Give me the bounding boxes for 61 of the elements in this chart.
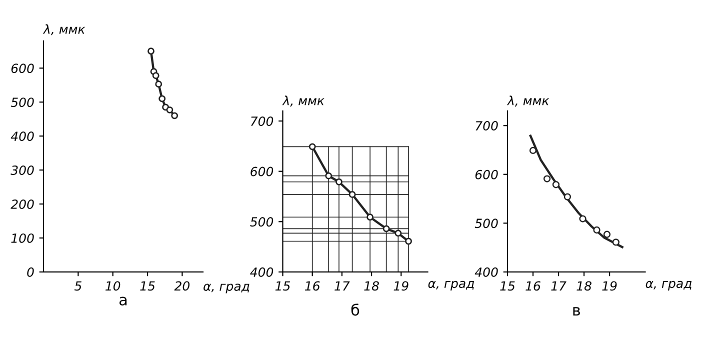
point: [579, 215, 586, 222]
y-tick-label: 500: [474, 218, 498, 228]
y-tick-label: 400: [10, 132, 34, 141]
text: в: [573, 307, 580, 316]
text: б: [351, 304, 360, 316]
x-tick-label: 15: [500, 281, 515, 291]
point: [152, 72, 160, 80]
point: [325, 172, 332, 180]
point: [148, 48, 154, 55]
x-tick-label: 20: [174, 281, 190, 291]
x-tick-label: 18: [576, 281, 592, 291]
x-tick-label: 17: [551, 281, 566, 290]
x-tick-label: 19: [394, 281, 408, 291]
y-axis-title: λ, ммк: [282, 96, 324, 107]
x-axis-title: α, град: [646, 280, 692, 290]
x-axis-title: α, град: [428, 280, 474, 290]
point: [336, 178, 342, 186]
y-tick-label: 0: [27, 267, 34, 277]
y-tick-label: 100: [11, 233, 34, 243]
point: [612, 238, 620, 246]
y-tick-label: 600: [250, 166, 274, 176]
x-tick-label: 5: [74, 281, 82, 291]
y-axis-title: λ, ммк: [506, 96, 550, 107]
y-axis-title: λ, ммк: [42, 24, 86, 36]
x-tick-label: 18: [364, 281, 379, 291]
y-tick-label: 200: [10, 199, 34, 209]
y-tick-label: 500: [10, 98, 34, 108]
point: [348, 190, 356, 198]
text: а: [119, 296, 127, 306]
x-axis-title: α, град: [204, 284, 250, 294]
point: [593, 226, 600, 234]
x-tick-label: 17: [334, 281, 350, 290]
x-tick-label: 15: [275, 281, 290, 291]
x-tick-label: 16: [305, 281, 320, 291]
y-tick-label: 400: [474, 267, 498, 277]
y-tick-label: 500: [250, 217, 274, 227]
line-series: [529, 134, 624, 248]
y-tick-label: 400: [250, 267, 274, 277]
point: [529, 146, 537, 154]
x-tick-label: 19: [602, 281, 617, 291]
x-tick-label: 16: [526, 281, 540, 291]
point: [158, 95, 166, 102]
x-tick-label: 10: [106, 281, 120, 291]
point: [382, 225, 390, 232]
y-tick-label: 700: [476, 121, 498, 131]
point: [166, 106, 174, 114]
y-tick-label: 700: [251, 116, 274, 126]
point: [394, 230, 402, 237]
point: [552, 181, 560, 188]
point: [308, 143, 316, 150]
point: [564, 193, 572, 200]
point: [543, 175, 551, 182]
y-tick-label: 300: [10, 166, 34, 175]
point: [155, 80, 162, 88]
y-tick-label: 600: [475, 170, 498, 180]
point: [405, 238, 412, 245]
point: [366, 214, 374, 221]
point: [603, 230, 611, 238]
x-tick-label: 15: [140, 281, 155, 291]
y-tick-label: 600: [11, 64, 34, 74]
point: [171, 112, 178, 120]
